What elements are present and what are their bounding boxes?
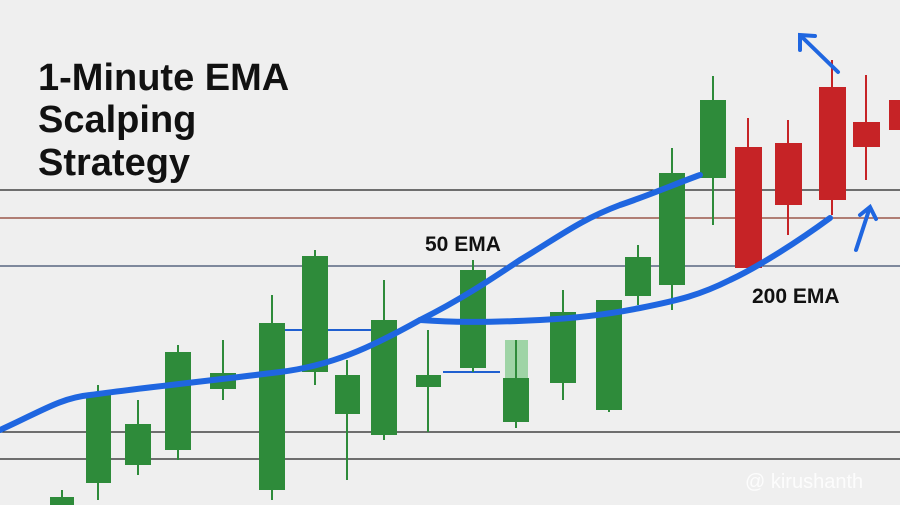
title-line: Strategy [38,142,190,184]
arrows [798,32,878,252]
title-line: 1-Minute EMA [38,57,289,99]
ema200-line [417,215,833,325]
ema50-line [0,172,703,433]
watermark: @ kirushanth [745,471,863,493]
candles [50,60,900,505]
ema50-label: 50 EMA [425,233,501,256]
ema200-label: 200 EMA [752,285,840,308]
title-line: Scalping [38,99,196,141]
